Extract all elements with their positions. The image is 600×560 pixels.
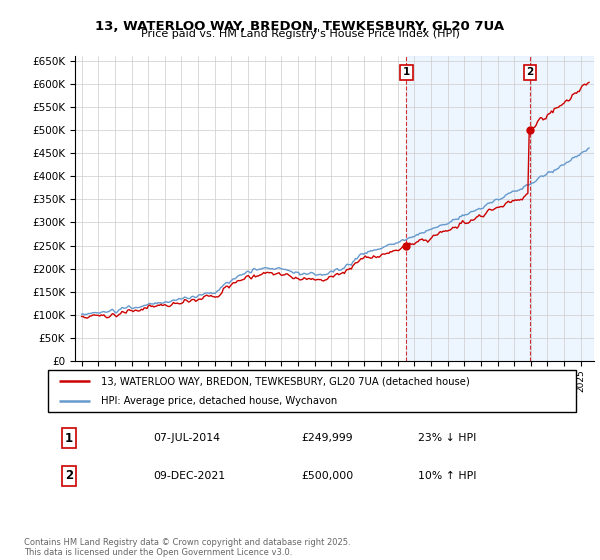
Text: £249,999: £249,999 [301, 433, 353, 443]
Text: 1: 1 [403, 67, 410, 77]
Text: 2: 2 [526, 67, 533, 77]
Text: 1: 1 [65, 432, 73, 445]
Text: 09-DEC-2021: 09-DEC-2021 [154, 471, 226, 481]
Text: 2: 2 [65, 469, 73, 483]
Text: £500,000: £500,000 [301, 471, 353, 481]
Text: 13, WATERLOO WAY, BREDON, TEWKESBURY, GL20 7UA (detached house): 13, WATERLOO WAY, BREDON, TEWKESBURY, GL… [101, 376, 470, 386]
Bar [530, 56, 594, 361]
Text: 10% ↑ HPI: 10% ↑ HPI [418, 471, 476, 481]
Text: HPI: Average price, detached house, Wychavon: HPI: Average price, detached house, Wych… [101, 396, 337, 406]
Text: Price paid vs. HM Land Registry's House Price Index (HPI): Price paid vs. HM Land Registry's House … [140, 29, 460, 39]
Text: 07-JUL-2014: 07-JUL-2014 [154, 433, 221, 443]
Text: Contains HM Land Registry data © Crown copyright and database right 2025.
This d: Contains HM Land Registry data © Crown c… [24, 538, 350, 557]
Text: 13, WATERLOO WAY, BREDON, TEWKESBURY, GL20 7UA: 13, WATERLOO WAY, BREDON, TEWKESBURY, GL… [95, 20, 505, 32]
Bar [406, 56, 530, 361]
Text: 23% ↓ HPI: 23% ↓ HPI [418, 433, 476, 443]
